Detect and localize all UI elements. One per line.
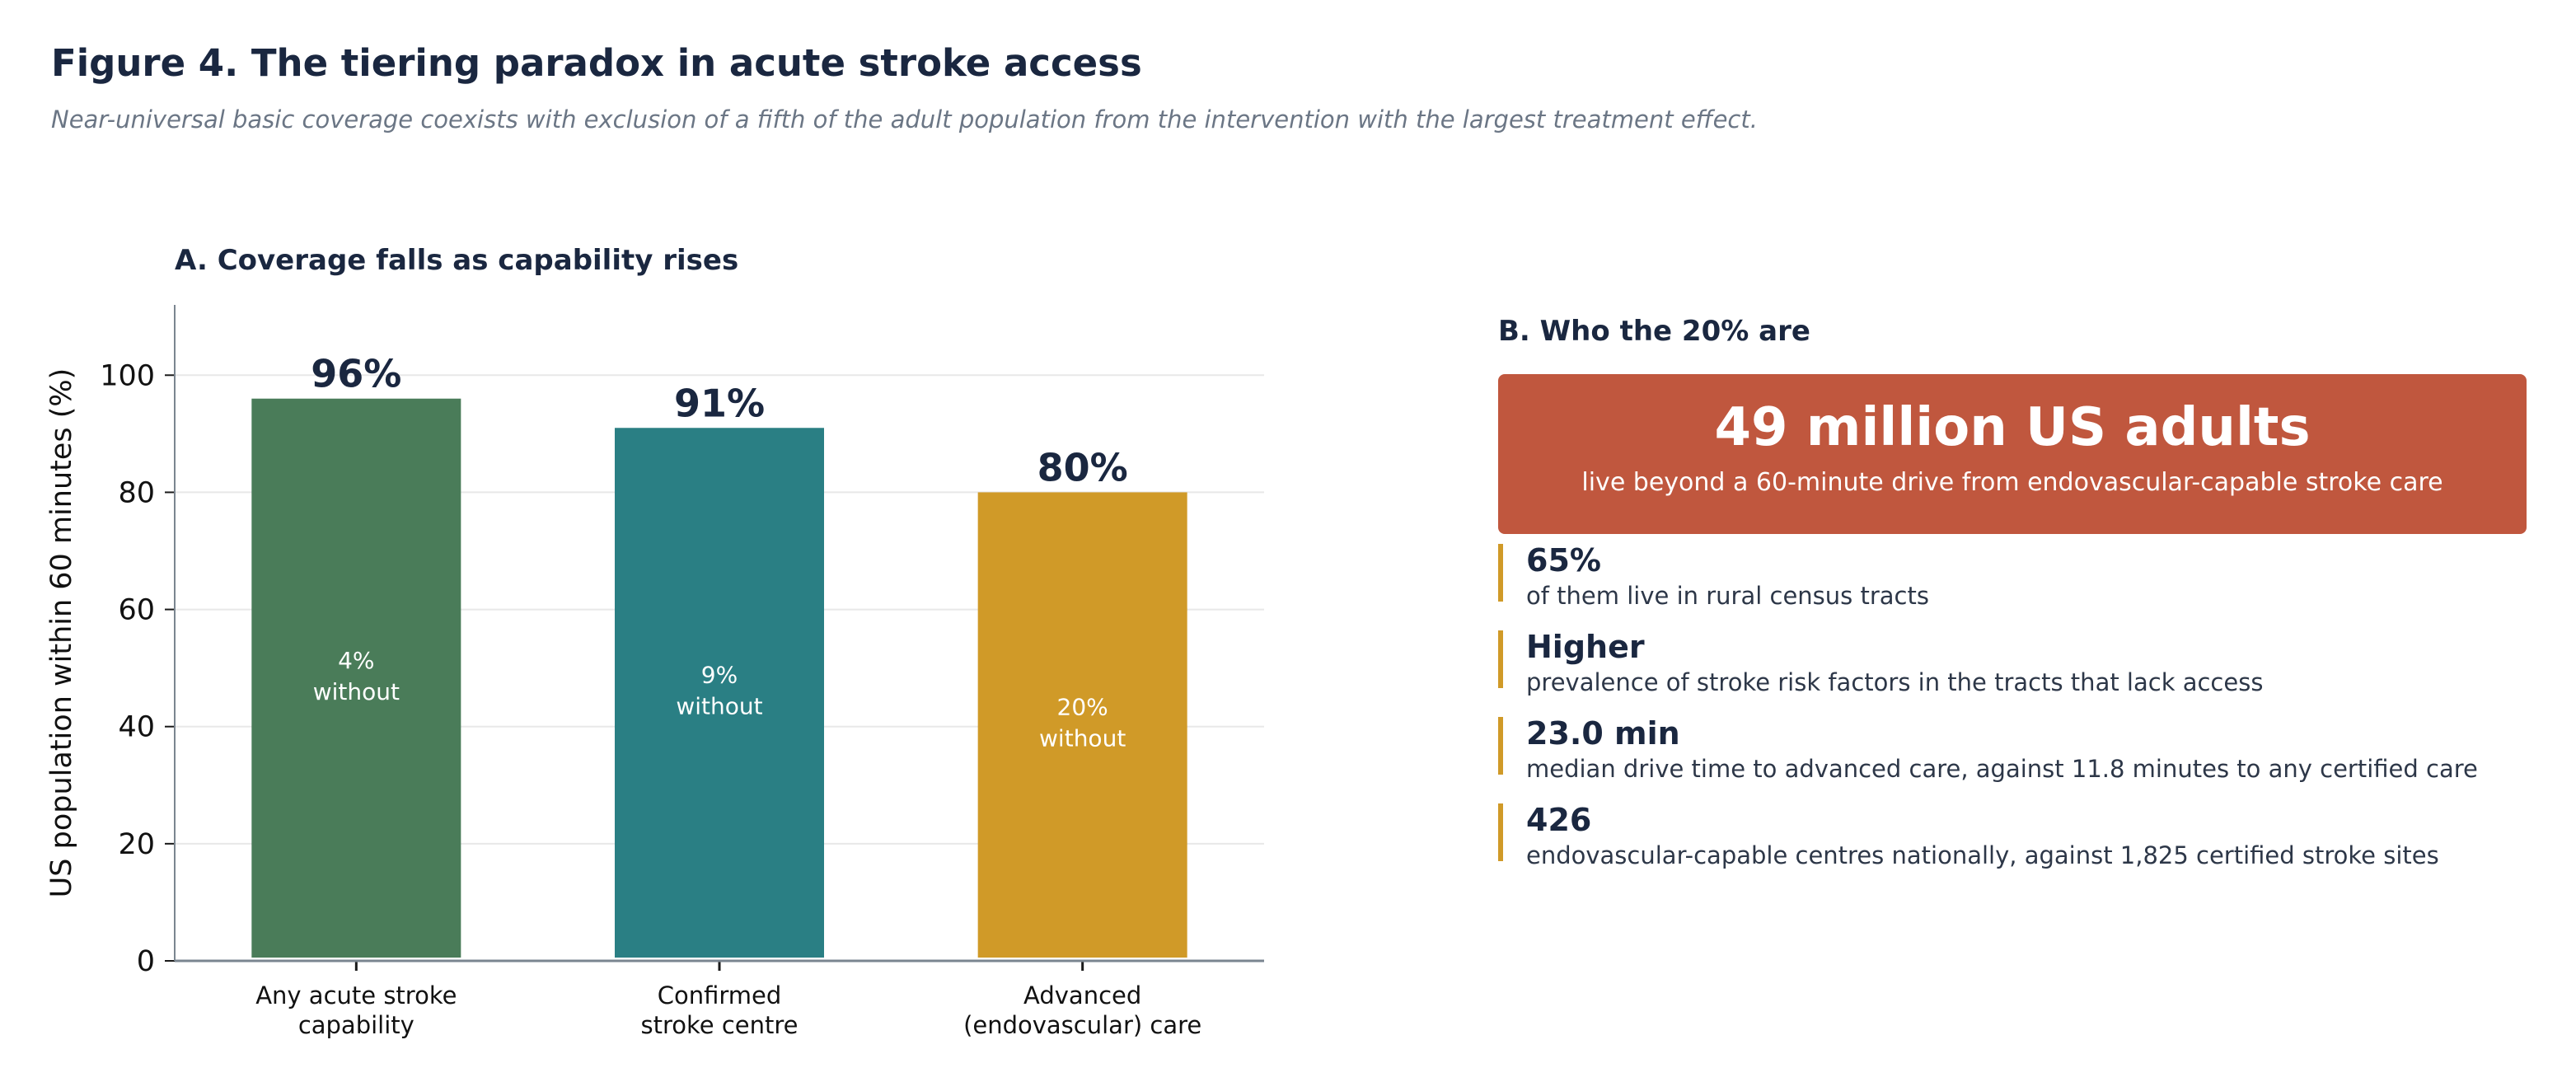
bar (251, 398, 461, 958)
stat-description: prevalence of stroke risk factors in the… (1526, 668, 2264, 696)
stat-accent-bar (1498, 630, 1503, 688)
x-tick-label: Advanced (1023, 981, 1141, 1009)
stat-value: 23.0 min (1526, 715, 1680, 752)
stat-description: of them live in rural census tracts (1526, 582, 1929, 610)
coverage-bar-chart: 0 20 40 60 80 100 US population within 60 minu… (45, 305, 1264, 1039)
bar-inner-label: 4% (338, 647, 374, 674)
callout-subtext: live beyond a 60-minute drive from endov… (1581, 468, 2443, 497)
figure-subtitle: Near-universal basic coverage coexists w… (51, 105, 1758, 133)
y-tick-label: 0 (137, 945, 155, 978)
bar-inner-label: without (676, 693, 762, 720)
bar-value-label: 96% (311, 352, 401, 396)
bar (615, 428, 824, 958)
x-tick-label: Any acute stroke (255, 981, 457, 1009)
stat-value: 65% (1526, 542, 1601, 578)
x-tick-label: capability (298, 1011, 415, 1039)
panel-a-title: A. Coverage falls as capability rises (175, 244, 739, 277)
figure-title: Figure 4. The tiering paradox in acute s… (51, 41, 1142, 85)
y-tick-label: 20 (118, 828, 155, 861)
callout-headline: 49 million US adults (1714, 397, 2311, 458)
y-axis-label: US population within 60 minutes (%) (45, 368, 78, 898)
x-tick-label: stroke centre (641, 1011, 799, 1039)
panel-b-title: B. Who the 20% are (1498, 315, 1810, 348)
y-tick-label: 100 (100, 359, 155, 392)
stat-accent-bar (1498, 544, 1503, 602)
stat-accent-bar (1498, 717, 1503, 775)
stat-value: 426 (1526, 802, 1592, 838)
y-tick-label: 60 (118, 594, 155, 627)
bar-inner-label: 20% (1057, 694, 1108, 721)
x-tick-label: (endovascular) care (963, 1011, 1201, 1039)
stat-accent-bar (1498, 803, 1503, 861)
bar (977, 492, 1187, 958)
bar-value-label: 91% (674, 381, 765, 425)
stat-description: median drive time to advanced care, agai… (1526, 755, 2478, 783)
stat-description: endovascular-capable centres nationally,… (1526, 841, 2439, 869)
y-tick-label: 80 (118, 476, 155, 509)
y-tick-label: 40 (118, 711, 155, 744)
x-tick-label: Confirmed (658, 981, 782, 1009)
bar-inner-label: 9% (701, 662, 738, 689)
bar-inner-label: without (1039, 725, 1126, 752)
bar-value-label: 80% (1037, 445, 1128, 489)
stat-value: Higher (1526, 629, 1645, 665)
headline-callout: 49 million US adults live beyond a 60-mi… (1498, 374, 2527, 534)
bar-inner-label: without (313, 678, 400, 705)
